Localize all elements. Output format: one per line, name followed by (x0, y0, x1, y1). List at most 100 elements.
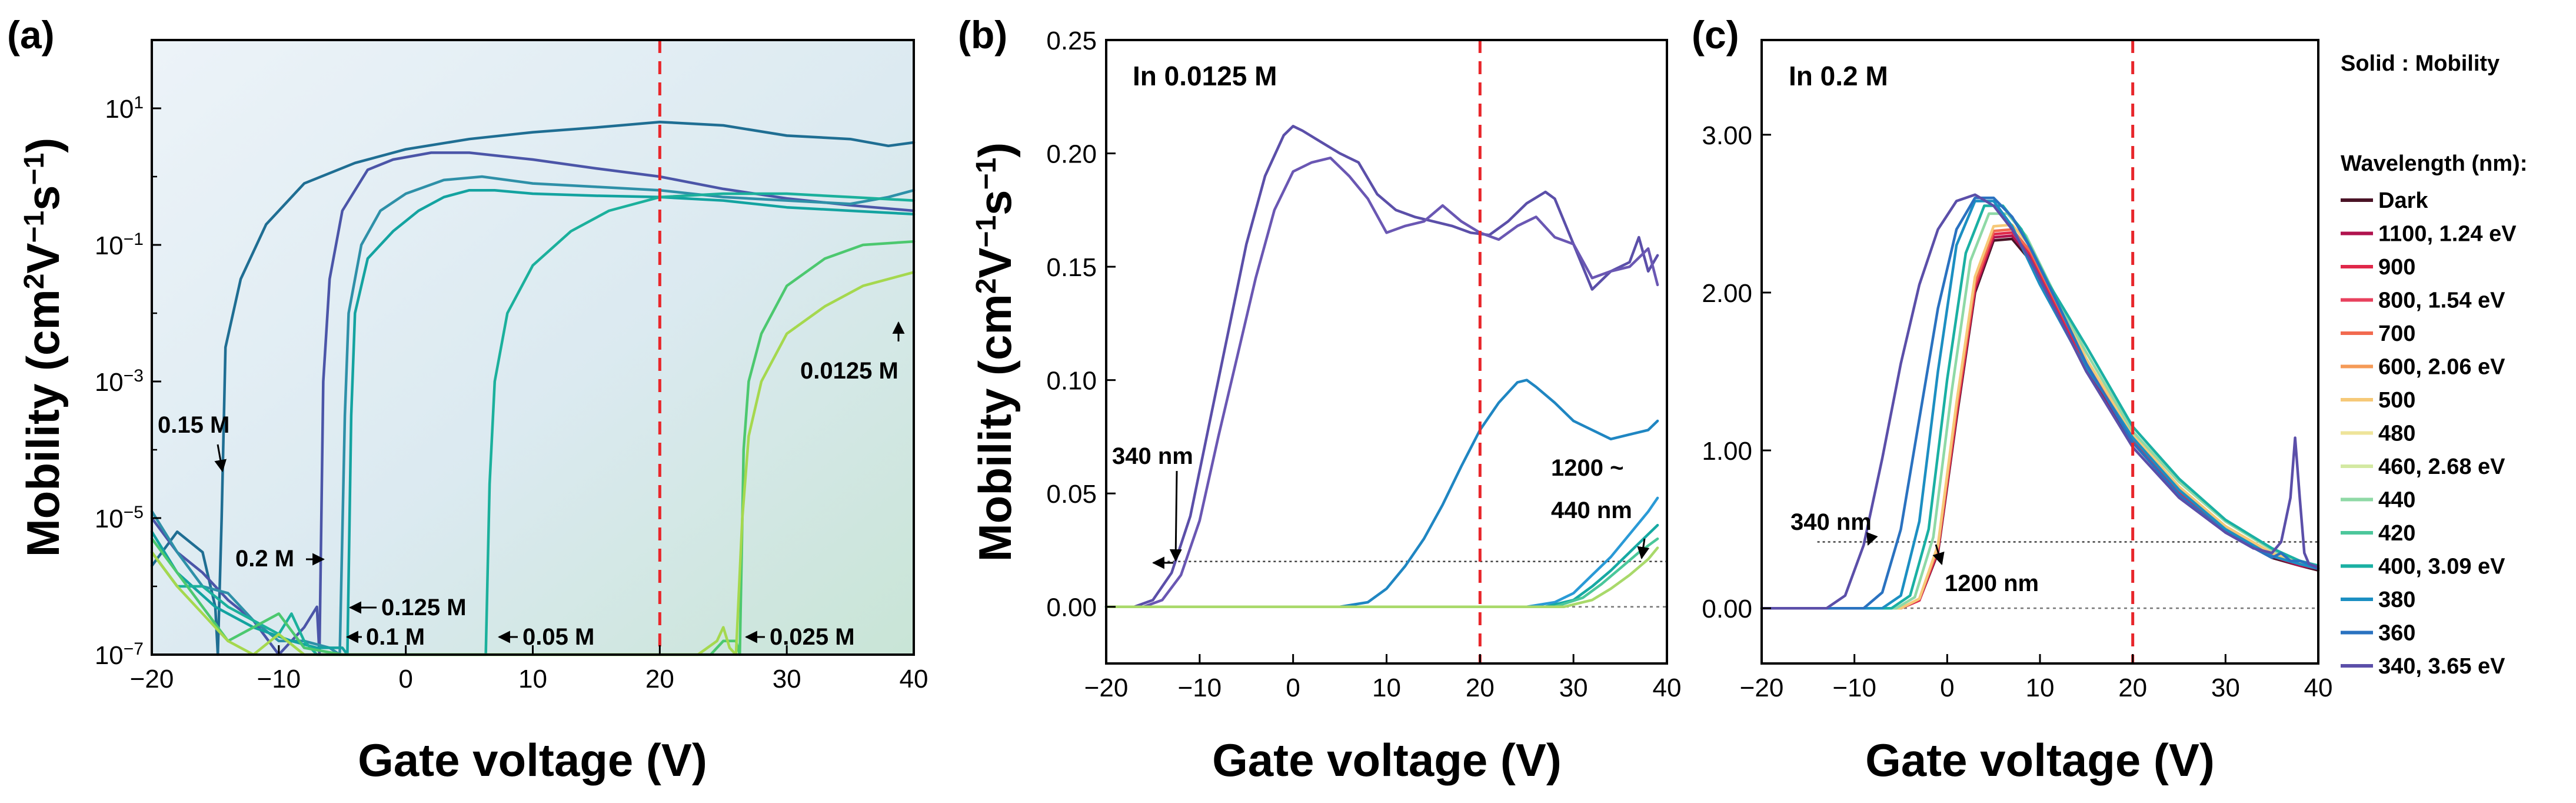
panel-a-series-0-125-m (150, 175, 916, 656)
panel-b-series-340-nm-sweep-2- (1142, 156, 1659, 608)
legend-entry-label: 400, 3.09 eV (2378, 555, 2505, 579)
panel-a-annotation-0-0125M: 0.0125 M (800, 358, 898, 384)
legend-title: Wavelength (nm): (2341, 151, 2527, 176)
panel-c-series-900 (1760, 231, 2320, 610)
panel-b-series-360-nm (1104, 379, 1659, 608)
panel-c-series-1100-1-24-ev (1760, 234, 2320, 610)
panel-c-inset-label: In 0.2 M (1789, 61, 1888, 91)
panel-c-x-ticks: −20 −10 0 10 20 30 40 (1740, 654, 2333, 702)
panel-a-annotation-0-15M: 0.15 M (158, 412, 229, 438)
legend-header: Solid : Mobility (2341, 51, 2500, 76)
legend-entry-label: 700 (2378, 321, 2415, 346)
panel-a-y-tick-label: 10−1 (95, 230, 144, 261)
panel-b: (b) −20 −10 0 10 20 30 40 0.00 0.05 0.10 0.15 0.20… (958, 13, 1681, 786)
panel-b-series-group (1104, 125, 1659, 608)
panel-b-arrow-1200 (1637, 538, 1650, 560)
panel-c-x-tick-label: −10 (1832, 673, 1876, 702)
panel-b-y-tick-label: 0.15 (1046, 253, 1097, 282)
panel-a-x-tick-label: 30 (773, 665, 801, 694)
panel-a-annotation-0-05M: 0.05 M (522, 624, 594, 650)
panel-b-x-axis-label: Gate voltage (V) (1212, 734, 1562, 786)
legend-entry-label: 440 (2378, 488, 2415, 513)
panel-a-x-tick-label: −10 (257, 665, 301, 694)
panel-a-shaded-region (152, 40, 914, 655)
panel-b-x-tick-label: 40 (1653, 673, 1682, 702)
panel-b-y-tick-label: 0.10 (1046, 367, 1097, 396)
panel-c-y-tick-label: 2.00 (1702, 279, 1752, 308)
panel-b-x-tick-label: 10 (1372, 673, 1401, 702)
legend-entry-label: 600, 2.06 eV (2378, 355, 2505, 380)
panel-c-y-ticks: 0.00 1.00 2.00 3.00 (1702, 121, 1771, 623)
panel-a-annotation-0-1M: 0.1 M (366, 624, 425, 650)
panel-b-y-ticks: 0.00 0.05 0.10 0.15 0.20 0.25 (1046, 26, 1116, 622)
panel-a-series-0-15-m (150, 120, 916, 656)
panel-b-inset-label: In 0.0125 M (1133, 61, 1277, 91)
panel-c-x-tick-label: −20 (1740, 673, 1784, 702)
panel-b-y-tick-label: 0.00 (1046, 593, 1097, 622)
panel-c-axes-frame (1760, 39, 2319, 665)
panel-a-y-tick-label: 101 (105, 93, 144, 124)
panel-a-y-tick-label: 10−3 (95, 366, 144, 397)
panel-a-x-tick-label: 0 (398, 665, 412, 694)
legend-entry-label: 360 (2378, 621, 2415, 646)
panel-c-series-380 (1760, 200, 2320, 610)
panel-b-series-400-nm (1104, 523, 1659, 608)
panel-c-x-tick-label: 40 (2304, 673, 2333, 702)
panel-c: (c) −20 −10 0 10 20 30 40 0.00 1.00 2.00 3.00 In … (1692, 13, 2332, 786)
panel-b-x-tick-label: 20 (1466, 673, 1495, 702)
panel-a-y-tick-label: 10−7 (95, 639, 144, 671)
panel-b-y-tick-label: 0.25 (1046, 26, 1097, 55)
panel-b-arrow-340nm (1169, 470, 1182, 562)
panel-c-annotation-340nm: 340 nm (1790, 509, 1872, 535)
legend: Solid : Mobility Wavelength (nm): Dark 11… (2341, 51, 2527, 679)
panel-c-y-tick-label: 1.00 (1702, 437, 1752, 466)
panel-a-x-axis-label: Gate voltage (V) (358, 734, 707, 786)
panel-b-x-tick-label: 30 (1559, 673, 1588, 702)
panel-b-y-axis-label: Mobility (cm2V−1s−1) (969, 142, 1021, 562)
legend-entry-label: 340, 3.65 eV (2378, 654, 2505, 679)
panel-a-x-tick-label: −20 (130, 665, 174, 694)
panel-b-annotation-340nm: 340 nm (1112, 443, 1193, 469)
panel-c-series-400-3-09-ev (1760, 204, 2320, 610)
panel-b-axes-frame (1105, 39, 1668, 665)
panel-b-x-tick-label: −20 (1084, 673, 1129, 702)
panel-c-series-360 (1760, 196, 2320, 610)
panel-c-x-tick-label: 30 (2211, 673, 2240, 702)
panel-c-x-axis-label: Gate voltage (V) (1865, 734, 2215, 786)
panel-a: (a) −20 −10 0 10 20 30 40 10−710−510−310−1101 … (7, 13, 928, 786)
legend-entry-label: 480 (2378, 422, 2415, 446)
panel-c-series-340-3-65-ev (1760, 193, 2320, 610)
legend-entry-label: 900 (2378, 255, 2415, 280)
panel-b-x-tick-label: −10 (1178, 673, 1222, 702)
panel-a-y-tick-label: 10−5 (95, 503, 144, 534)
panel-c-series-dark (1760, 237, 2320, 610)
panel-a-y-ticks: 10−7 10−5 10−3 10−1 101 (95, 39, 161, 671)
panel-b-letter: (b) (958, 13, 1007, 57)
panel-a-x-tick-label: 20 (645, 665, 674, 694)
legend-entry-label: Dark (2378, 188, 2428, 213)
panel-a-arrow-0-15M (214, 444, 227, 473)
panel-a-annotation-0-125M: 0.125 M (381, 595, 467, 620)
panel-b-annotation-1200: 1200 ~ (1551, 455, 1623, 481)
panel-c-annotation-1200nm: 1200 nm (1945, 570, 2039, 596)
panel-c-x-tick-label: 20 (2118, 673, 2147, 702)
panel-c-arrow-1200nm (1932, 544, 1945, 566)
panel-b-y-tick-label: 0.20 (1046, 140, 1097, 169)
panel-a-annotation-0-025M: 0.025 M (770, 624, 855, 650)
panel-c-y-tick-label: 3.00 (1702, 121, 1752, 150)
panel-a-letter: (a) (7, 13, 55, 57)
panel-b-y-tick-label: 0.05 (1046, 480, 1097, 509)
legend-entry-label: 1100, 1.24 eV (2378, 222, 2517, 247)
legend-entry-label: 420 (2378, 521, 2415, 546)
panel-c-series-group (1760, 193, 2320, 610)
panel-a-x-tick-label: 10 (518, 665, 547, 694)
legend-entry-label: 460, 2.68 eV (2378, 454, 2505, 479)
panel-a-annotation-0-2M: 0.2 M (235, 546, 294, 572)
panel-a-series-0-1-m (150, 188, 916, 656)
panel-b-x-tick-label: 0 (1286, 673, 1300, 702)
panel-c-x-tick-label: 10 (2026, 673, 2055, 702)
legend-entries: Dark 1100, 1.24 eV 900 800, 1.54 eV 700 600, … (2341, 188, 2517, 679)
panel-c-arrow-340nm (1866, 532, 1878, 546)
panel-a-series-0-2-m (150, 151, 916, 656)
